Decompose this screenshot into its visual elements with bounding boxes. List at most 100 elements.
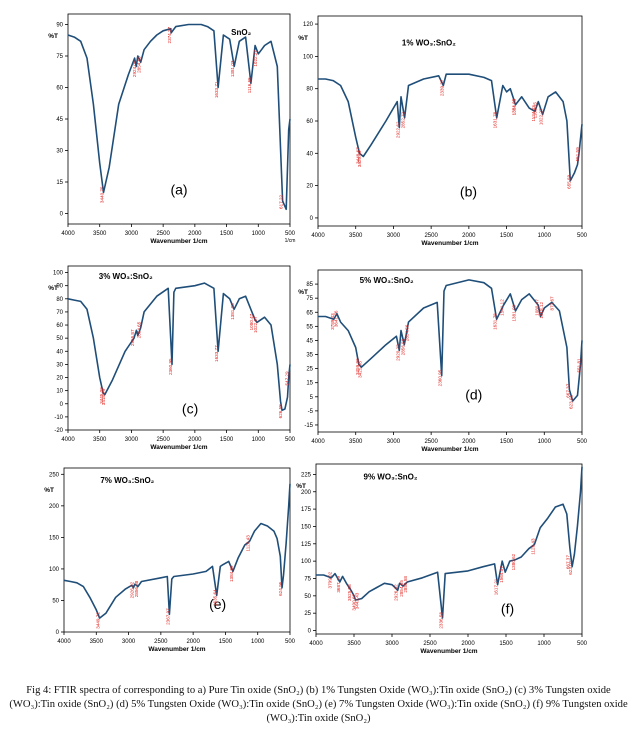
peak-label: 1101.35: [533, 102, 538, 119]
peak-label: 3448.67: [356, 147, 361, 164]
chart-panel-f: 4000 3500 3000 2500 2000 1500 1000 500 0 25 50 75 10…: [296, 463, 588, 655]
y-tick-label: 120: [303, 22, 314, 28]
peak-label: 1564.07: [499, 566, 504, 583]
peak-label: 1080.47: [249, 313, 254, 330]
peak-label: 3418.79: [101, 388, 106, 405]
x-tick-label: 3000: [385, 641, 399, 647]
peak-label: 551.59: [575, 147, 580, 161]
chart-title: 1% WO₃:SnO₂: [402, 38, 456, 47]
x-tick-label: 2500: [156, 231, 170, 237]
y-tick-label: 20: [306, 184, 313, 190]
x-tick-label: 2500: [423, 641, 437, 647]
y-tick-label: -10: [54, 415, 63, 421]
x-tick-label: 1000: [537, 641, 551, 647]
peak-label: 547.29: [285, 371, 290, 385]
y-tick-label: 0: [60, 212, 64, 218]
panel-label: (e): [209, 596, 226, 612]
peak-label: 1022.27: [253, 50, 258, 67]
x-axis-label: Wavenumber 1/cm: [148, 646, 205, 653]
x-tick-unit: 1/cm: [285, 238, 296, 244]
chart-title: 3% WO₃:SnO₂: [99, 272, 153, 281]
x-tick-label: 4000: [311, 439, 325, 445]
plot-frame: [315, 463, 583, 635]
chart-title: 9% WO₃:SnO₂: [364, 472, 418, 481]
peak-label: 626.58: [278, 404, 283, 418]
x-axis-label: Wavenumber 1/cm: [421, 240, 478, 247]
panel-label: (a): [170, 182, 187, 198]
x-tick-label: 3000: [387, 233, 401, 239]
y-tick-label: 20: [56, 376, 63, 382]
peak-label: 2856.58: [400, 338, 405, 355]
y-tick-label: 90: [56, 23, 63, 29]
y-tick-label: 60: [306, 119, 313, 125]
y-axis-label: %T: [298, 35, 308, 42]
x-tick-label: 1500: [220, 231, 234, 237]
x-tick-label: 500: [285, 231, 296, 237]
peak-label: 2852.72: [401, 111, 406, 128]
peak-label: 667.37: [565, 555, 570, 569]
y-tick-label: 100: [49, 567, 60, 573]
x-tick-label: 500: [577, 439, 588, 445]
x-tick-label: 4000: [61, 437, 75, 443]
peak-label: 2854.65: [137, 56, 142, 73]
y-tick-label: -20: [54, 428, 63, 434]
x-tick-label: 1000: [251, 639, 265, 645]
x-tick-label: 1500: [219, 639, 233, 645]
peak-label: 3490.67: [352, 594, 357, 611]
x-tick-label: 3000: [125, 231, 139, 237]
x-tick-label: 2500: [154, 639, 168, 645]
peak-label: 1124.42: [531, 105, 536, 122]
y-tick-label: 60: [56, 86, 63, 92]
peak-label: 617.22: [279, 194, 284, 208]
peak-label: 1080.47: [534, 299, 539, 316]
peak-label: 667.37: [565, 383, 570, 397]
x-tick-label: 2000: [462, 439, 476, 445]
peak-label: 3799.02: [327, 571, 332, 588]
peak-label: 1116.65: [247, 77, 252, 93]
y-tick-label: 200: [301, 490, 312, 496]
spectrum-line: [318, 73, 583, 182]
y-tick-label: 15: [306, 381, 313, 387]
peak-label: 623.01: [568, 560, 573, 574]
peak-label: 3687.19: [336, 576, 341, 593]
x-tick-label: 1500: [500, 233, 514, 239]
spectrum-line: [318, 279, 583, 402]
x-tick-label: 3000: [122, 639, 136, 645]
peak-label: 1381.03: [230, 60, 235, 77]
peak-label: 3429.43: [357, 150, 362, 167]
y-tick-label: 60: [56, 323, 63, 329]
y-tick-label: 50: [304, 594, 311, 600]
x-tick-label: 500: [577, 641, 588, 647]
y-tick-label: 100: [303, 54, 314, 60]
y-tick-label: 225: [301, 472, 312, 478]
peak-label: 2926.02: [394, 584, 399, 601]
peak-label: 1635.64: [213, 589, 218, 606]
x-tick-label: 3500: [93, 231, 107, 237]
y-tick-label: 45: [56, 117, 63, 123]
peak-label: 1022.27: [253, 316, 258, 333]
y-tick-label: 0: [308, 629, 312, 635]
x-tick-label: 1000: [538, 233, 552, 239]
y-tick-label: 75: [306, 296, 313, 302]
y-tick-label: -5: [308, 409, 314, 415]
y-tick-label: 40: [56, 349, 63, 355]
x-tick-label: 3500: [347, 641, 361, 647]
panel-label: (f): [501, 601, 514, 617]
y-tick-label: 80: [56, 297, 63, 303]
chart-panel-b: 4000 3500 3000 2500 2000 1500 1000 500 0 20 40 60 80…: [298, 15, 588, 247]
x-tick-label: 2000: [188, 231, 202, 237]
y-tick-label: 50: [56, 336, 63, 342]
y-tick-label: 65: [306, 310, 313, 316]
y-tick-label: 45: [306, 338, 313, 344]
peak-label: 2924.06: [132, 60, 137, 77]
x-tick-label: 2000: [462, 233, 476, 239]
y-tick-label: 0: [56, 630, 60, 636]
peak-label: 1126.43: [246, 535, 251, 552]
x-axis-label: Wavenumber 1/cm: [420, 648, 477, 655]
x-tick-label: 2500: [424, 233, 438, 239]
spectrum-line: [63, 483, 291, 619]
x-tick-label: 1500: [499, 641, 513, 647]
x-axis-label: Wavenumber 1/cm: [150, 444, 207, 451]
